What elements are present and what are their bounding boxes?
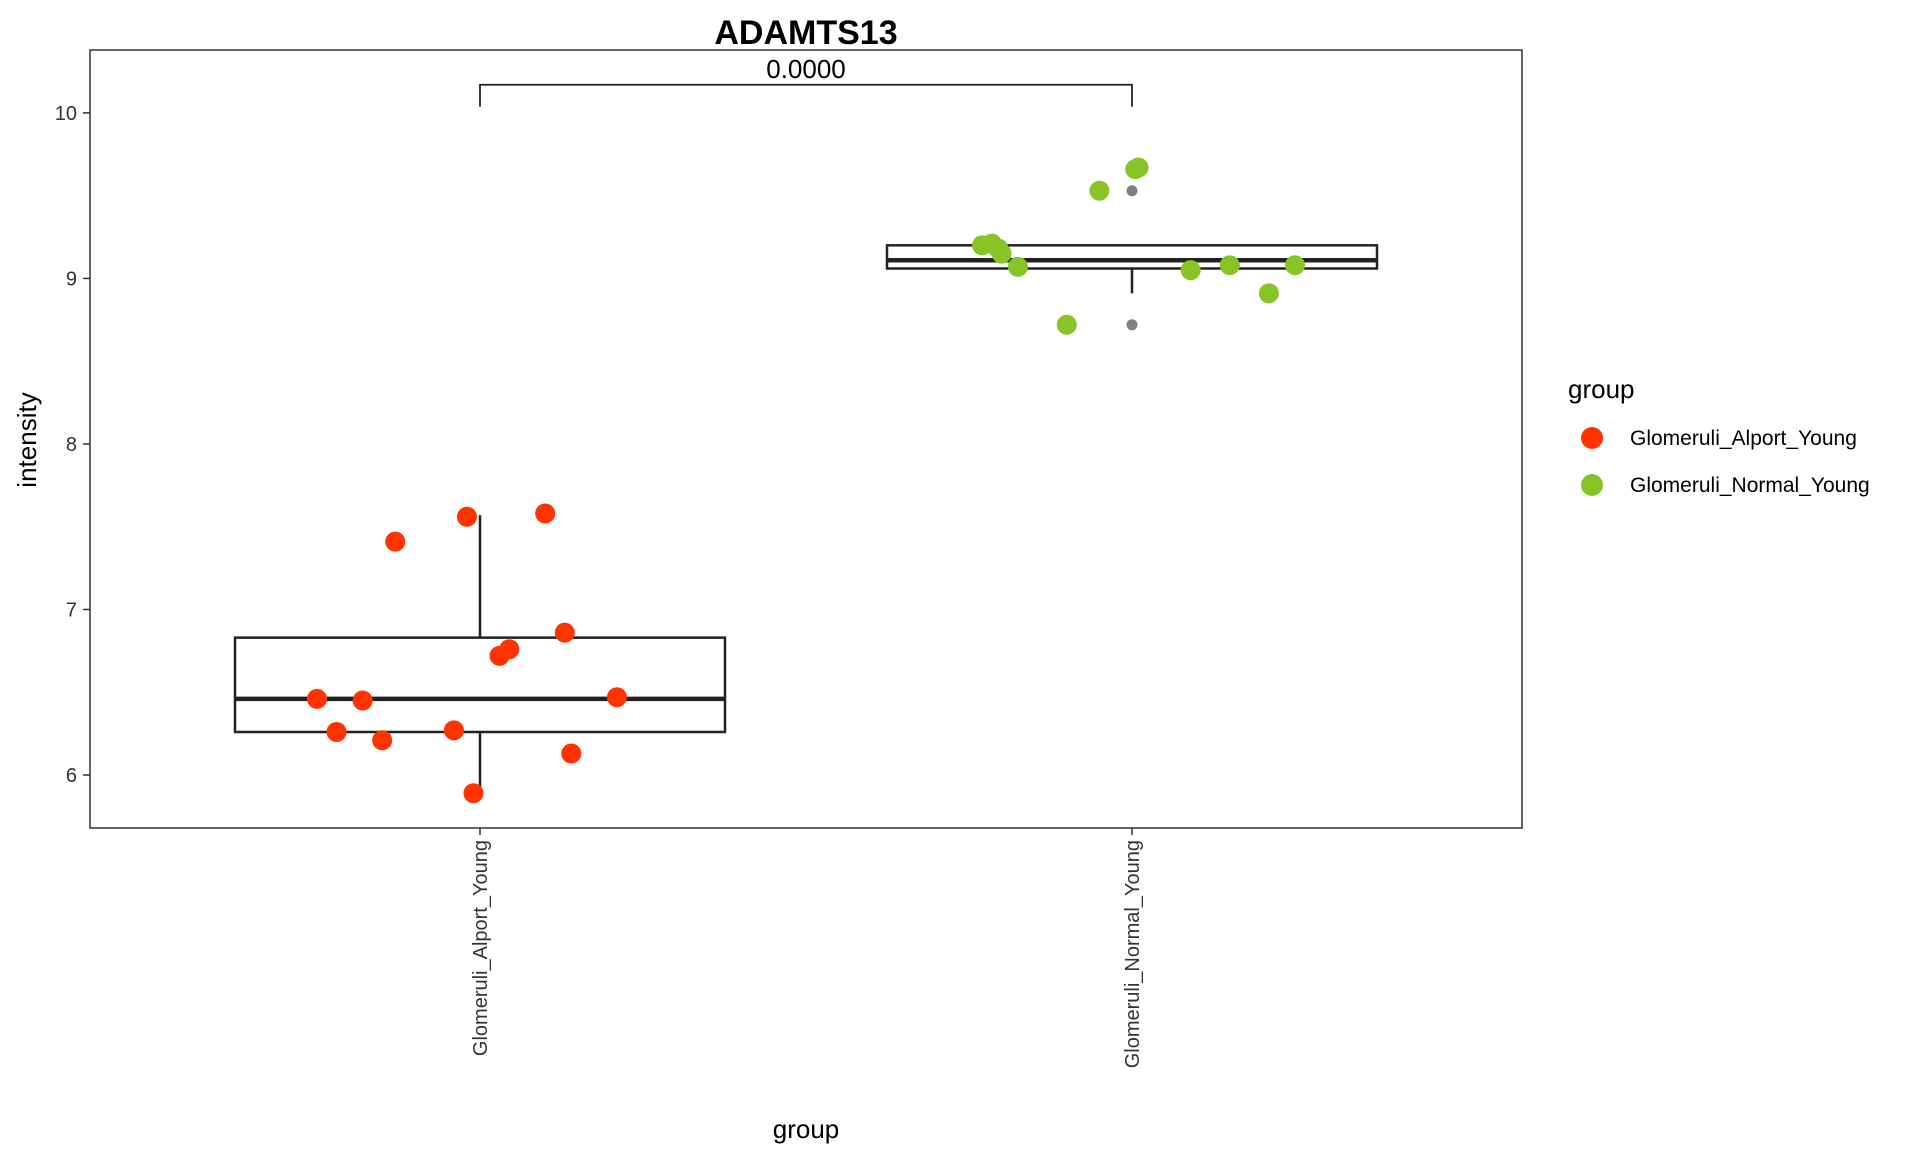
y-axis-title: intensity xyxy=(12,392,42,487)
legend-label: Glomeruli_Alport_Young xyxy=(1630,427,1857,450)
data-point xyxy=(1285,255,1305,276)
data-point xyxy=(1056,314,1077,335)
y-tick-label: 8 xyxy=(66,434,77,456)
data-point xyxy=(561,743,582,764)
data-point xyxy=(991,243,1012,264)
legend: group Glomeruli_Alport_Young Glomeruli_No… xyxy=(1568,374,1870,497)
data-point xyxy=(535,503,556,524)
bracket-line xyxy=(479,83,1133,107)
chart-title: ADAMTS13 xyxy=(714,14,897,52)
data-point xyxy=(1219,255,1240,276)
data-point xyxy=(1089,180,1110,201)
data-point xyxy=(1128,157,1149,178)
x-tick-label: Glomeruli_Normal_Young xyxy=(1122,840,1144,1068)
legend-key xyxy=(1581,427,1603,449)
comparison-label: 0.0000 xyxy=(766,54,846,84)
data-point xyxy=(456,506,477,527)
point-layer xyxy=(307,157,1305,804)
legend-key xyxy=(1581,474,1603,496)
data-point xyxy=(1180,260,1201,281)
data-point xyxy=(372,730,393,751)
y-tick-label: 10 xyxy=(55,103,77,125)
series-Glomeruli_Alport_Young xyxy=(307,503,627,804)
box-Glomeruli_Alport_Young xyxy=(233,515,727,794)
legend-title: group xyxy=(1568,374,1635,404)
outlier-point xyxy=(1126,319,1138,331)
data-point xyxy=(326,721,347,742)
comparison-bracket: 0.0000 xyxy=(479,54,1133,107)
data-point xyxy=(606,687,627,708)
legend-label: Glomeruli_Normal_Young xyxy=(1630,474,1870,497)
y-tick-label: 6 xyxy=(66,765,77,787)
x-axis-title: group xyxy=(773,1114,840,1144)
data-point xyxy=(352,690,373,711)
x-axis: Glomeruli_Alport_Young Glomeruli_Normal_Y… xyxy=(470,828,1144,1068)
data-point xyxy=(385,531,406,552)
y-tick-label: 9 xyxy=(66,268,77,290)
data-point xyxy=(1258,283,1279,304)
series-Glomeruli_Normal_Young xyxy=(972,157,1305,335)
y-tick-label: 7 xyxy=(66,599,77,621)
data-point xyxy=(443,720,464,741)
data-point xyxy=(463,783,484,804)
data-point xyxy=(307,688,327,709)
data-point xyxy=(554,622,575,643)
iqr-box xyxy=(233,636,727,734)
data-point xyxy=(499,639,520,660)
outlier-point xyxy=(1126,185,1138,197)
data-point xyxy=(1007,256,1028,277)
x-tick-label: Glomeruli_Alport_Young xyxy=(470,840,492,1056)
y-axis: 6 7 8 9 10 xyxy=(55,103,90,787)
